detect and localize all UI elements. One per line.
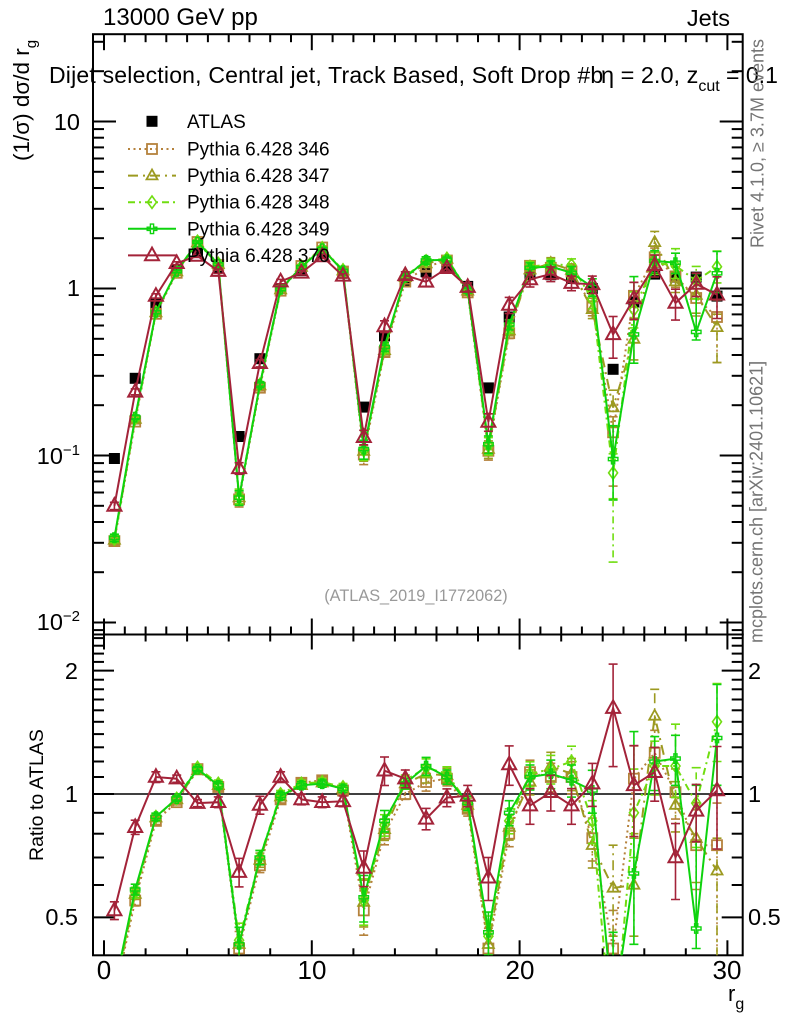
svg-text:20: 20 <box>506 955 535 985</box>
svg-text:0.5: 0.5 <box>45 904 78 930</box>
svg-text:1: 1 <box>65 781 78 807</box>
svg-text:Ratio to ATLAS: Ratio to ATLAS <box>26 729 48 861</box>
svg-text:10: 10 <box>298 955 327 985</box>
svg-text:mcplots.cern.ch [arXiv:2401.10: mcplots.cern.ch [arXiv:2401.10621] <box>747 361 767 643</box>
svg-text:Pythia 6.428 346: Pythia 6.428 346 <box>187 140 330 161</box>
svg-text:Rivet 4.1.0, ≥ 3.7M events: Rivet 4.1.0, ≥ 3.7M events <box>748 39 768 248</box>
svg-text:Jets: Jets <box>687 5 730 31</box>
svg-text:Pythia 6.428 348: Pythia 6.428 348 <box>187 193 330 214</box>
svg-text:(ATLAS_2019_I1772062): (ATLAS_2019_I1772062) <box>324 587 507 605</box>
svg-text:2: 2 <box>748 658 761 684</box>
svg-text:1: 1 <box>67 275 80 301</box>
svg-text:Dijet selection, Central jet,: Dijet selection, Central jet, Track Base… <box>49 62 603 88</box>
svg-text:Pythia 6.428 349: Pythia 6.428 349 <box>187 219 330 240</box>
svg-text:Pythia 6.428 370: Pythia 6.428 370 <box>187 246 330 267</box>
svg-text:30: 30 <box>713 955 742 985</box>
svg-text:13000 GeV pp: 13000 GeV pp <box>103 4 258 31</box>
svg-text:ATLAS: ATLAS <box>187 112 246 133</box>
svg-text:1: 1 <box>748 781 761 807</box>
svg-text:0.5: 0.5 <box>748 904 781 930</box>
svg-text:Pythia 6.428 347: Pythia 6.428 347 <box>187 166 330 187</box>
svg-text:0: 0 <box>97 955 111 985</box>
svg-text:10: 10 <box>54 109 80 135</box>
svg-text:2: 2 <box>65 658 78 684</box>
